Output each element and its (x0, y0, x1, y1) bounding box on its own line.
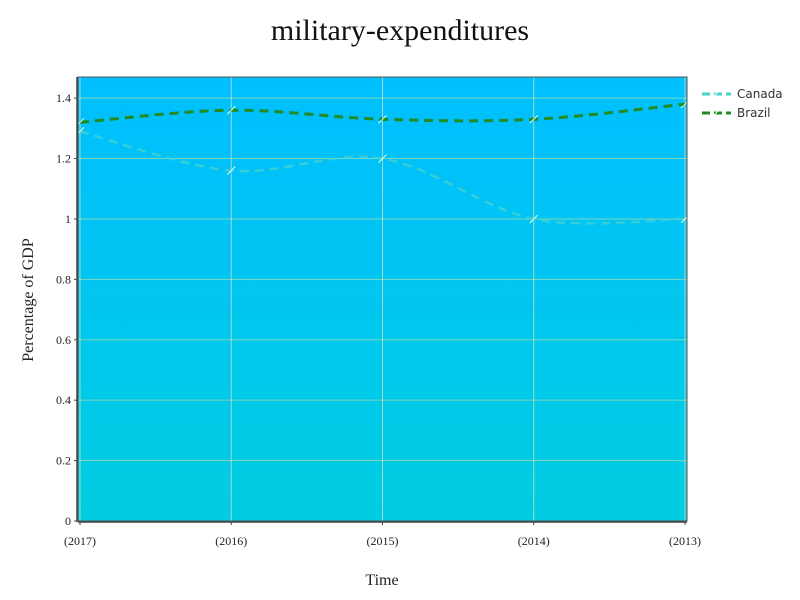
x-axis-title: Time (365, 572, 398, 589)
data-point-canada[interactable] (226, 166, 236, 175)
y-tick-label: 1.4 (56, 91, 71, 105)
y-tick-label: 1.2 (56, 152, 71, 166)
plot-border (77, 76, 688, 522)
data-point-brazil[interactable] (680, 99, 690, 109)
data-point-brazil[interactable] (226, 105, 236, 115)
data-point-brazil[interactable] (529, 114, 539, 124)
x-tick-label: (2015) (367, 534, 399, 548)
chart-title: military-expenditures (271, 14, 529, 47)
legend-item-brazil[interactable]: Brazil (702, 106, 771, 120)
y-tick-label: 0.4 (56, 393, 71, 407)
legend-label: Brazil (737, 106, 771, 120)
x-tick-label: (2017) (64, 534, 96, 548)
y-tick-label: 0 (65, 514, 71, 528)
data-point-canada[interactable] (529, 214, 539, 224)
legend-item-canada[interactable]: Canada (702, 87, 783, 101)
slash-icon (711, 89, 721, 99)
y-tick-label: 0.2 (56, 454, 71, 468)
legend-label: Canada (737, 87, 783, 101)
data-point-canada[interactable] (378, 154, 387, 163)
slash-icon (711, 108, 721, 118)
x-tick-label: (2014) (518, 534, 550, 548)
plot-area: 0 0.2 0.4 0.6 0.8 1 1.2 1.4 (2017) (2016) (2015) (2… (56, 76, 701, 548)
y-tick-label: 0.6 (56, 333, 71, 347)
data-point-canada[interactable] (680, 214, 690, 224)
y-tick-label: 1 (65, 212, 71, 226)
x-tick-label: (2016) (215, 534, 247, 548)
data-point-brazil[interactable] (378, 114, 387, 124)
x-tick-label: (2013) (669, 534, 701, 548)
y-tick-label: 0.8 (56, 272, 71, 286)
y-axis-title: Percentage of GDP (20, 238, 37, 362)
legend[interactable]: Canada Brazil (702, 87, 783, 120)
